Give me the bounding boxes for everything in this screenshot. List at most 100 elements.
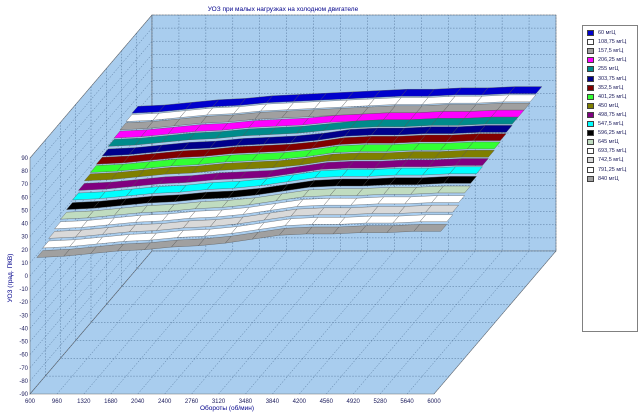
gridline-x xyxy=(110,15,234,395)
chart-ribbons xyxy=(36,86,543,258)
legend-label: 547,5 мгЦ xyxy=(598,121,624,127)
legend-label: 840 мгЦ xyxy=(598,175,619,182)
legend-item: 206,25 мгЦ xyxy=(587,56,637,65)
gridline-depth xyxy=(106,68,511,305)
y-tick-label: 60 xyxy=(21,195,28,201)
x-tick-label: 5640 xyxy=(400,399,414,405)
ribbon-segment xyxy=(461,150,495,158)
x-tick-label: 600 xyxy=(25,399,36,405)
legend-label: 60 мгЦ xyxy=(598,30,616,36)
y-tick-label: -40 xyxy=(19,326,28,332)
ribbon-series xyxy=(101,125,513,157)
y-tick-label: -90 xyxy=(19,392,28,398)
legend-item: 157,5 мгЦ xyxy=(587,47,637,56)
gridline-depth xyxy=(60,122,465,359)
legend-swatch xyxy=(587,130,594,137)
ribbon-series xyxy=(83,150,495,182)
gridline-x xyxy=(83,15,207,395)
x-tick-label: 4560 xyxy=(320,399,334,405)
x-tick-label: 4200 xyxy=(293,399,307,405)
ribbon-series xyxy=(72,166,483,201)
gridline-y xyxy=(29,27,556,172)
y-tick-label: 70 xyxy=(21,182,28,188)
ribbon-segment xyxy=(449,166,483,174)
gridline-y xyxy=(29,41,556,185)
y-axis-label: УОЗ (град. ПКВ) xyxy=(7,254,14,303)
x-tick-label: 2400 xyxy=(158,399,172,405)
legend-label: 206,25 мгЦ xyxy=(598,57,627,64)
ribbon-segment xyxy=(502,94,537,103)
legend-label: 645 мгЦ xyxy=(598,139,619,146)
ribbon-segment xyxy=(467,141,501,150)
legend-swatch xyxy=(587,166,594,173)
x-tick-label: 4920 xyxy=(347,399,361,405)
legend-item: 303,75 мгЦ xyxy=(587,75,637,84)
legend-item: 840 мгЦ xyxy=(587,175,637,184)
legend-item: 791,25 мгЦ xyxy=(587,166,637,175)
x-axis-ticks: 600 960 1320 1680 2040 2400 2760 3120 3480 3840 42… xyxy=(25,399,441,405)
legend-swatch xyxy=(587,102,594,109)
legend-swatch xyxy=(587,121,594,127)
legend-label: 108,75 мгЦ xyxy=(598,39,627,46)
ribbon-series xyxy=(95,133,507,165)
gridline-y xyxy=(29,67,556,211)
legend-item: 108,75 мгЦ xyxy=(587,38,637,47)
ribbon-series xyxy=(89,141,501,173)
legend-swatch xyxy=(587,84,594,91)
x-tick-label: 5280 xyxy=(373,399,387,405)
y-tick-label: 80 xyxy=(21,169,28,175)
ribbon-segment xyxy=(413,224,448,232)
legend-item: 255 мгЦ xyxy=(587,65,637,74)
legend-item: 401,25 мгЦ xyxy=(587,93,637,102)
x-tick-label: 3480 xyxy=(239,399,253,405)
gridline-depth xyxy=(75,104,480,341)
y-tick-label: 20 xyxy=(21,248,28,254)
y-tick-label: 10 xyxy=(21,261,28,267)
legend-item: 498,75 мгЦ xyxy=(587,111,637,120)
x-axis-label: Обороты (об/мин) xyxy=(200,404,254,412)
x-tick-label: 1320 xyxy=(77,399,91,405)
ribbon-segment xyxy=(496,102,531,111)
legend-label: 303,75 мгЦ xyxy=(598,75,627,82)
ribbon-segment xyxy=(478,125,513,133)
legend-item: 596,25 мгЦ xyxy=(587,129,637,138)
y-tick-label: 30 xyxy=(21,235,28,241)
x-tick-label: 2760 xyxy=(185,399,199,405)
legend-label: 596,25 мгЦ xyxy=(598,130,627,137)
y-tick-label: -20 xyxy=(19,300,28,306)
y-tick-label: -50 xyxy=(19,340,28,346)
legend-label: 693,75 мгЦ xyxy=(598,148,627,155)
gridline-x xyxy=(164,15,287,395)
gridline-depth xyxy=(90,86,495,323)
ribbon-segment xyxy=(431,195,465,203)
legend-swatch xyxy=(587,111,594,118)
ribbon-series xyxy=(66,176,477,210)
ribbon-series xyxy=(113,109,525,139)
legend-label: 401,25 мгЦ xyxy=(598,93,627,100)
y-tick-label: 90 xyxy=(21,156,28,162)
gridline-x xyxy=(433,15,557,395)
ribbon-segment xyxy=(508,86,543,94)
legend-item: 60 мгЦ xyxy=(587,29,637,38)
ribbon-series xyxy=(42,214,454,249)
ribbon-segment xyxy=(437,185,471,194)
legend-label: 352,5 мгЦ xyxy=(598,84,624,91)
legend-swatch xyxy=(587,30,594,36)
legend-item: 645 мгЦ xyxy=(587,138,637,147)
legend-label: 791,25 мгЦ xyxy=(598,166,627,173)
chart-title: УОЗ при малых нагрузках на холодном двиг… xyxy=(208,6,359,13)
ribbon-series xyxy=(36,224,448,258)
gridline-x xyxy=(56,15,180,395)
ribbon-series xyxy=(131,86,543,114)
ribbon-segment xyxy=(455,158,489,166)
legend-label: 255 мгЦ xyxy=(598,66,619,73)
legend-label: 157,5 мгЦ xyxy=(598,48,624,55)
legend-swatch xyxy=(587,39,594,46)
ribbon-series xyxy=(48,204,460,239)
y-tick-label: 50 xyxy=(21,208,28,214)
ribbon-series xyxy=(125,94,537,122)
ribbon-series xyxy=(54,195,465,229)
legend-item: 742,5 мгЦ xyxy=(587,156,637,165)
